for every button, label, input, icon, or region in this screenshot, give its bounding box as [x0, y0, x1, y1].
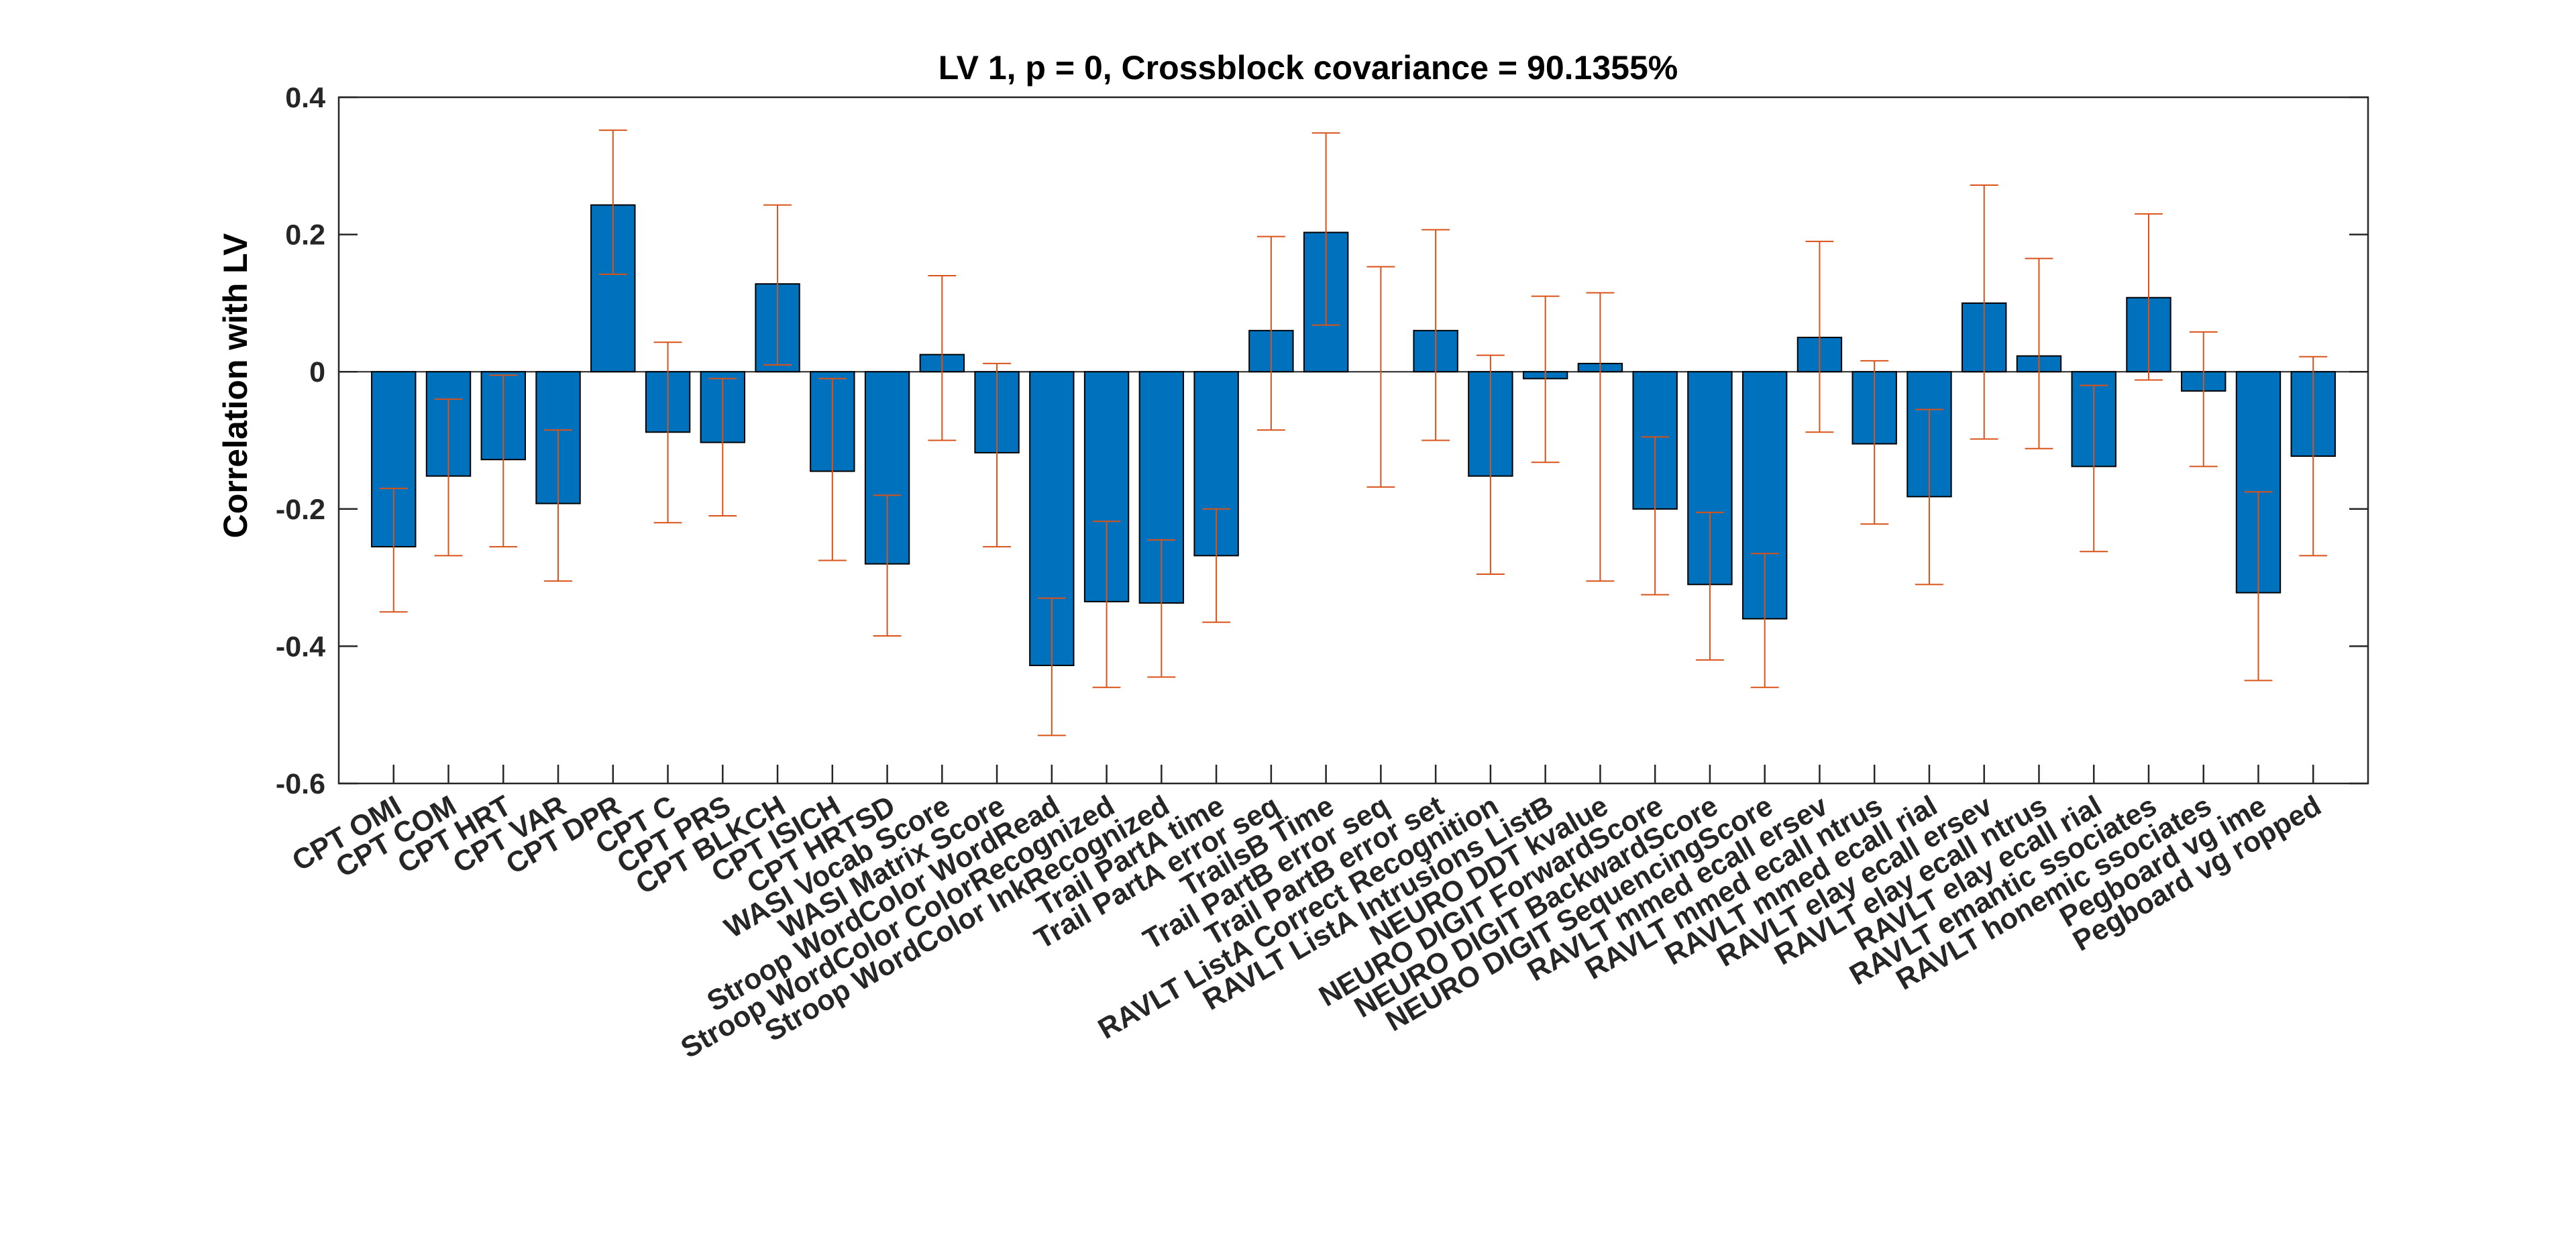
y-tick-label: -0.2 — [276, 494, 325, 526]
y-tick-label: 0 — [309, 356, 325, 388]
y-axis-label: Correlation with LV — [217, 233, 254, 538]
y-tick-label: -0.6 — [276, 768, 325, 800]
y-tick-label: 0.4 — [285, 82, 325, 114]
axes-box — [337, 96, 2369, 785]
y-tick-label: -0.4 — [276, 631, 325, 663]
chart-title: LV 1, p = 0, Crossblock covariance = 90.… — [938, 49, 1678, 87]
y-tick-label: 0.2 — [285, 219, 325, 252]
